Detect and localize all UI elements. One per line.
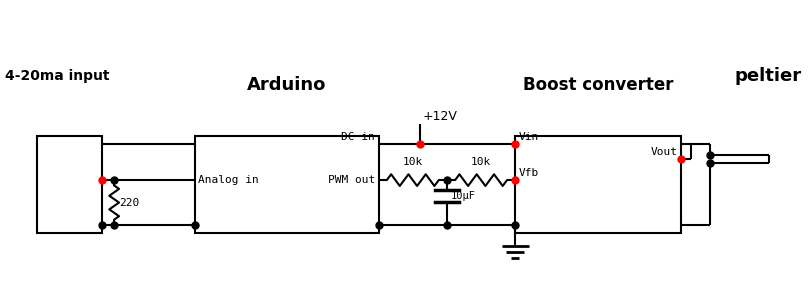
Bar	[195, 136, 378, 233]
Bar	[514, 136, 680, 233]
Bar	[37, 136, 102, 233]
Text: Vin: Vin	[518, 132, 539, 142]
Text: Arduino: Arduino	[247, 77, 326, 95]
Text: 10k: 10k	[470, 158, 491, 167]
Text: 4-20ma input: 4-20ma input	[5, 69, 109, 83]
Text: PWM out: PWM out	[328, 175, 375, 185]
Text: 10μF: 10μF	[450, 191, 475, 201]
Text: Vfb: Vfb	[518, 168, 539, 178]
Text: Vout: Vout	[650, 147, 676, 157]
Text: 10k: 10k	[402, 158, 423, 167]
Text: Analog in: Analog in	[198, 175, 259, 185]
Text: +12V: +12V	[422, 110, 457, 123]
Text: 220: 220	[119, 198, 139, 208]
Text: peltier: peltier	[734, 67, 801, 85]
Text: DC in: DC in	[341, 132, 374, 142]
Text: Boost converter: Boost converter	[522, 77, 672, 95]
